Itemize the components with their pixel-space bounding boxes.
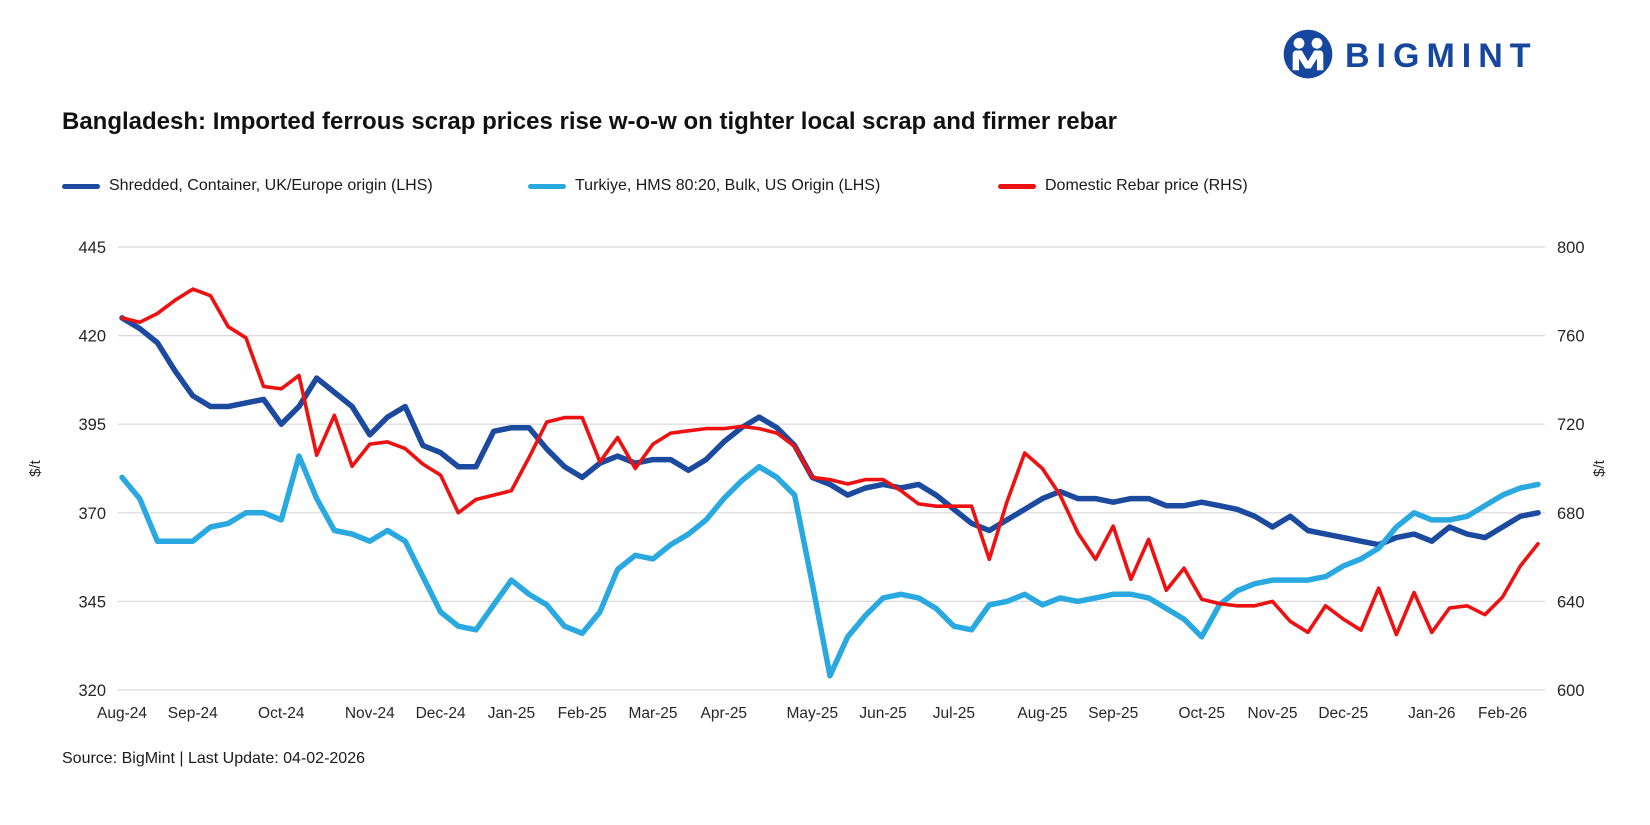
svg-text:Oct-24: Oct-24 (258, 705, 305, 722)
legend-item-shredded: Shredded, Container, UK/Europe origin (L… (62, 174, 433, 198)
svg-text:Dec-25: Dec-25 (1318, 705, 1368, 722)
svg-text:320: 320 (78, 682, 106, 700)
svg-text:Jan-25: Jan-25 (488, 705, 535, 722)
svg-text:Jun-25: Jun-25 (859, 705, 906, 722)
svg-text:420: 420 (78, 328, 106, 346)
legend-item-turkiye: Turkiye, HMS 80:20, Bulk, US Origin (LHS… (528, 174, 880, 198)
svg-text:$/t: $/t (1591, 459, 1608, 477)
legend-swatch-rebar (998, 183, 1036, 189)
svg-text:Feb-26: Feb-26 (1478, 705, 1527, 722)
legend-label: Domestic Rebar price (RHS) (1045, 177, 1248, 194)
svg-text:May-25: May-25 (786, 705, 838, 722)
svg-text:Sep-24: Sep-24 (168, 705, 218, 722)
chart-legend: Shredded, Container, UK/Europe origin (L… (0, 174, 1650, 198)
svg-text:720: 720 (1557, 416, 1585, 434)
source-note: Source: BigMint | Last Update: 04-02-202… (62, 750, 365, 767)
svg-text:Jan-26: Jan-26 (1408, 705, 1455, 722)
svg-text:Jul-25: Jul-25 (933, 705, 975, 722)
chart-area: 445 800 420 760 395 720 370 680 345 640 320 600 $/t $… (0, 218, 1650, 753)
svg-text:Aug-25: Aug-25 (1017, 705, 1067, 722)
svg-text:Apr-25: Apr-25 (701, 705, 748, 722)
svg-text:800: 800 (1557, 239, 1585, 257)
svg-text:Oct-25: Oct-25 (1178, 705, 1225, 722)
svg-text:$/t: $/t (27, 459, 44, 477)
svg-text:Nov-24: Nov-24 (345, 705, 395, 722)
legend-item-rebar: Domestic Rebar price (RHS) (998, 174, 1248, 198)
chart-title: Bangladesh: Imported ferrous scrap price… (62, 108, 1117, 135)
svg-text:Mar-25: Mar-25 (628, 705, 677, 722)
svg-text:Aug-24: Aug-24 (97, 705, 147, 722)
bigmint-logo-text: BIGMINT (1345, 36, 1538, 75)
legend-label: Shredded, Container, UK/Europe origin (L… (109, 177, 433, 194)
svg-text:Sep-25: Sep-25 (1088, 705, 1138, 722)
svg-text:760: 760 (1557, 328, 1585, 346)
svg-text:395: 395 (78, 416, 106, 434)
svg-text:680: 680 (1557, 505, 1585, 523)
chart-canvas: 445 800 420 760 395 720 370 680 345 640 320 600 $/t $… (27, 239, 1608, 722)
svg-text:445: 445 (78, 239, 106, 257)
svg-text:640: 640 (1557, 593, 1585, 611)
bigmint-logo-icon (1283, 29, 1333, 79)
svg-text:600: 600 (1557, 682, 1585, 700)
svg-text:Feb-25: Feb-25 (558, 705, 607, 722)
legend-swatch-shredded (62, 183, 100, 189)
bigmint-logo: BIGMINT (1281, 28, 1538, 82)
svg-text:Dec-24: Dec-24 (416, 705, 466, 722)
legend-label: Turkiye, HMS 80:20, Bulk, US Origin (LHS… (575, 177, 881, 194)
svg-text:345: 345 (78, 593, 106, 611)
svg-text:Nov-25: Nov-25 (1248, 705, 1298, 722)
svg-text:370: 370 (78, 505, 106, 523)
legend-swatch-turkiye (528, 183, 566, 189)
